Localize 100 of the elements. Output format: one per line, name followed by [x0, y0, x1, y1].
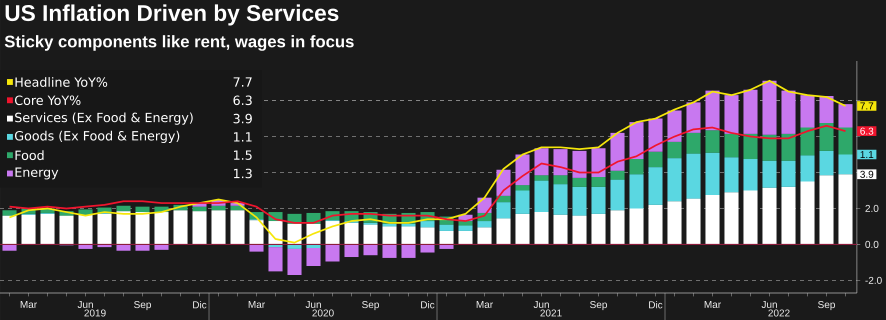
- x-tick-label: Mar: [476, 301, 493, 308]
- bar: [173, 210, 188, 244]
- bar: [610, 132, 625, 171]
- bar: [230, 210, 245, 244]
- x-tick-label: Jun: [306, 301, 321, 308]
- bar: [838, 104, 853, 128]
- bar: [610, 170, 625, 180]
- x-tick-label: Mar: [248, 301, 265, 308]
- bar: [78, 214, 93, 244]
- x-tick-label: Dic: [649, 301, 662, 308]
- bar: [743, 90, 758, 134]
- bar: [705, 152, 720, 195]
- bar: [819, 123, 834, 151]
- bar: [591, 214, 606, 244]
- bar: [21, 214, 36, 244]
- x-tick-label: Sep: [134, 301, 151, 310]
- x-tick-label: Sep: [362, 301, 379, 310]
- y-tick-label: 2.0: [865, 204, 878, 212]
- bar: [496, 202, 511, 218]
- bar: [135, 212, 150, 244]
- bar: [667, 110, 682, 142]
- annotation: 3.9: [860, 170, 874, 178]
- bar: [781, 186, 796, 244]
- text: 2019: [84, 309, 106, 317]
- bar: [534, 175, 549, 181]
- bar: [591, 176, 606, 187]
- x-tick-label: Mar: [20, 301, 37, 308]
- bar: [382, 226, 397, 244]
- bar: [724, 95, 739, 134]
- bar: [534, 148, 549, 176]
- bar: [306, 248, 321, 266]
- x-tick-label: Sep: [818, 301, 835, 310]
- bar: [401, 244, 416, 258]
- bar: [705, 90, 720, 130]
- bar: [515, 214, 530, 244]
- bar: [629, 159, 644, 174]
- bar: [762, 80, 777, 135]
- bar: [382, 244, 397, 258]
- x-tick-label: Jun: [534, 301, 549, 308]
- annotation: 7.7: [234, 77, 252, 87]
- bar: [610, 180, 625, 210]
- bar: [135, 206, 150, 212]
- legend-label: Services (Ex Food & Energy): [15, 112, 193, 125]
- bar: [667, 158, 682, 202]
- bar: [572, 216, 587, 244]
- bar: [800, 128, 815, 156]
- bar: [648, 152, 663, 168]
- annotation: 1.5: [234, 150, 252, 160]
- bar: [819, 150, 834, 176]
- bar: [591, 186, 606, 214]
- annotation: 6.3: [233, 95, 252, 106]
- bar: [458, 226, 473, 231]
- bar: [686, 198, 701, 244]
- bar: [667, 201, 682, 244]
- bar: [382, 224, 397, 226]
- annotation: 1.1: [234, 132, 252, 142]
- bar: [800, 181, 815, 244]
- bar: [458, 230, 473, 244]
- bar: [781, 134, 796, 161]
- text: 2021: [540, 309, 562, 317]
- bar: [686, 132, 701, 154]
- chart-title: US Inflation Driven by Services: [6, 4, 338, 26]
- bar: [705, 194, 720, 244]
- bar: [2, 216, 17, 244]
- bar: [819, 175, 834, 244]
- y-tick-label: 0.0: [865, 240, 878, 248]
- bar: [667, 142, 682, 158]
- bar: [192, 206, 207, 212]
- bar: [420, 221, 435, 228]
- bar: [819, 96, 834, 124]
- bar: [648, 118, 663, 152]
- bar: [572, 186, 587, 216]
- bar: [420, 244, 435, 253]
- bar: [743, 134, 758, 160]
- bar: [439, 224, 454, 231]
- annotation: 7.7: [860, 102, 874, 110]
- bar: [211, 210, 226, 244]
- bar: [154, 244, 169, 250]
- bar: [553, 175, 568, 184]
- bar: [249, 244, 264, 252]
- bar: [97, 214, 112, 244]
- bar: [401, 226, 416, 244]
- x-tick-label: Dic: [421, 301, 434, 308]
- bar: [724, 157, 739, 192]
- bar: [116, 206, 131, 212]
- bar: [572, 150, 587, 178]
- bar: [629, 174, 644, 208]
- x-tick-label: Jun: [78, 301, 93, 308]
- bar: [420, 227, 435, 244]
- bar: [211, 206, 226, 210]
- bar: [781, 160, 796, 187]
- bar: [572, 178, 587, 187]
- bar: [249, 220, 264, 244]
- bar: [59, 216, 74, 244]
- x-tick-label: Jun: [762, 301, 777, 308]
- bar: [838, 154, 853, 174]
- x-tick-label: Mar: [704, 301, 721, 308]
- bar: [363, 224, 378, 244]
- bar: [192, 211, 207, 244]
- bar: [287, 248, 302, 275]
